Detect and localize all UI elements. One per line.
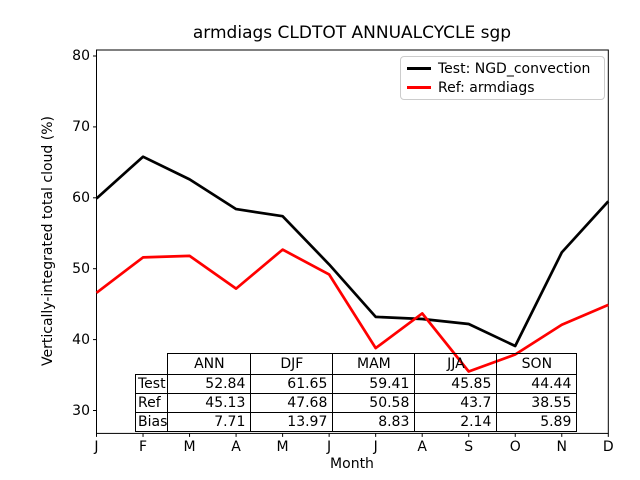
x-tick-label: M (276, 439, 289, 455)
stats-column-header: DJF (250, 353, 334, 375)
series-line (95, 155, 610, 348)
y-tick-label: 60 (72, 189, 90, 206)
x-tick-label: N (556, 439, 567, 455)
stats-table: ANN DJF MAM JJA SON Test 52.84 61.65 59.41 45.85 4… (134, 353, 578, 432)
chart-title: armdiags CLDTOT ANNUALCYCLE sgp (192, 23, 512, 43)
plot-border (96, 49, 609, 434)
x-tick-label: J (327, 439, 332, 455)
stats-value-cell: 47.68 (250, 393, 334, 413)
legend-entry-test: Test: NGD_convection (407, 59, 596, 78)
y-tick-label: 30 (72, 402, 90, 419)
stats-column-header: ANN (167, 353, 252, 375)
stats-value-cell: 45.85 (414, 374, 498, 394)
stats-header-row: ANN DJF MAM JJA SON (136, 353, 578, 375)
x-tick-label: A (231, 439, 241, 455)
series-line (95, 248, 609, 373)
x-tick-label: O (509, 439, 521, 455)
stats-column-header: MAM (332, 353, 416, 375)
y-tick-label: 80 (72, 48, 90, 64)
x-axis-label: Month (330, 456, 374, 472)
stats-value-cell: 52.84 (167, 374, 252, 394)
ref-line-sample (407, 86, 431, 89)
stats-value-cell: 7.71 (167, 412, 252, 432)
series-lines (95, 155, 610, 373)
stats-value-cell: 59.41 (332, 374, 416, 394)
stats-value-cell: 61.65 (250, 374, 334, 394)
legend-entry-ref: Ref: armdiags (407, 78, 596, 97)
stats-value-cell: 44.44 (496, 374, 578, 394)
legend-label-ref: Ref: armdiags (438, 79, 535, 96)
legend: Test: NGD_convection Ref: armdiags (400, 56, 605, 100)
legend-label-test: Test: NGD_convection (438, 60, 591, 77)
x-tick-label: A (417, 439, 427, 455)
y-axis-ticks (93, 55, 97, 411)
x-axis-ticks (96, 433, 609, 437)
x-tick-label: J (94, 439, 99, 455)
stats-column-header: JJA (414, 353, 498, 375)
stats-value-cell: 45.13 (167, 393, 252, 413)
stats-value-cell: 13.97 (250, 412, 334, 432)
stats-row-label: Bias (134, 412, 169, 432)
stats-value-cell: 5.89 (496, 412, 578, 432)
stats-row: Test 52.84 61.65 59.41 45.85 44.44 (134, 374, 578, 394)
x-tick-label: J (373, 439, 378, 455)
stats-value-cell: 2.14 (414, 412, 498, 432)
y-tick-label: 50 (72, 260, 90, 277)
y-tick-label: 40 (72, 331, 90, 348)
y-tick-label: 70 (72, 118, 90, 135)
x-tick-label: S (464, 439, 474, 455)
test-line-sample (407, 67, 431, 70)
stats-row: Bias 7.71 13.97 8.83 2.14 5.89 (134, 412, 578, 432)
stats-row-label: Ref (134, 393, 169, 413)
stats-value-cell: 43.7 (414, 393, 498, 413)
stats-column-header: SON (496, 353, 578, 375)
x-tick-label: F (138, 439, 148, 455)
stats-value-cell: 50.58 (332, 393, 416, 413)
stats-row-label: Test (134, 374, 169, 394)
x-tick-label: M (183, 439, 196, 455)
stats-corner-cell (136, 354, 168, 375)
stats-value-cell: 38.55 (496, 393, 578, 413)
stats-row: Ref 45.13 47.68 50.58 43.7 38.55 (134, 393, 578, 413)
x-tick-label: D (602, 439, 614, 455)
stats-value-cell: 8.83 (332, 412, 416, 432)
